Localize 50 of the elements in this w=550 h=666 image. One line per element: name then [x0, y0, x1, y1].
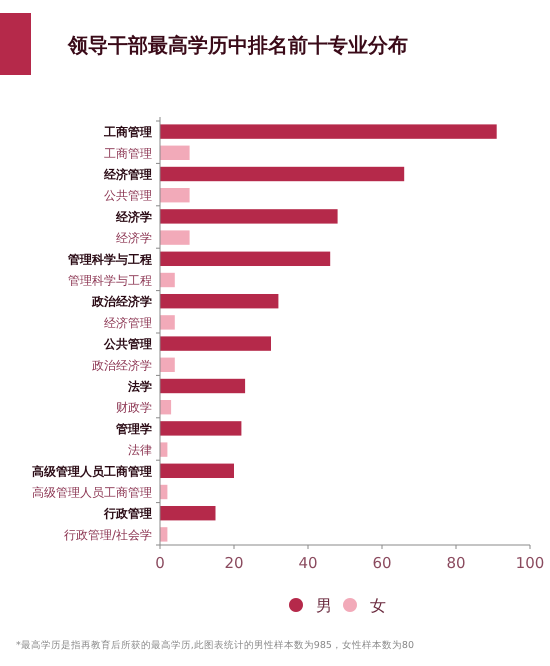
y-tick-label: 经济管理: [104, 316, 152, 330]
bar: [160, 484, 168, 500]
x-tick-label: 60: [372, 554, 392, 572]
bar: [160, 252, 330, 266]
y-tick-label: 高级管理人员工商管理: [32, 486, 152, 500]
y-tick-label: 经济管理: [103, 168, 152, 182]
x-tick-label: 0: [155, 554, 165, 572]
bar: [160, 464, 234, 478]
x-tick-label: 20: [224, 554, 244, 572]
y-tick-label: 政治经济学: [92, 358, 152, 372]
bar: [160, 124, 497, 139]
bar: [160, 315, 175, 330]
y-tick-label: 工商管理: [103, 125, 152, 140]
y-tick-label: 行政管理: [103, 506, 152, 521]
y-tick-label: 管理学: [115, 422, 152, 436]
y-tick-label: 高级管理人员工商管理: [32, 464, 152, 478]
y-tick-label: 工商管理: [104, 146, 152, 160]
bar: [160, 230, 190, 245]
y-tick-label: 管理科学与工程: [67, 252, 152, 266]
bar: [160, 166, 404, 182]
bar: [160, 400, 172, 414]
y-tick-label: 管理科学与工程: [68, 274, 152, 288]
bar: [160, 294, 278, 308]
x-tick-label: 40: [298, 554, 318, 572]
bar: [160, 421, 242, 436]
y-tick-label: 法学: [127, 380, 152, 394]
bar: [160, 146, 190, 160]
y-tick-label: 经济学: [116, 231, 152, 246]
y-tick-label: 公共管理: [103, 337, 152, 352]
y-tick-label: 法律: [128, 443, 152, 458]
x-tick-label: 100: [516, 554, 544, 572]
y-tick-label: 财政学: [116, 400, 152, 415]
legend-label: 女: [370, 596, 386, 615]
bar: [160, 442, 168, 457]
bar: [160, 527, 168, 542]
bar: [160, 188, 190, 202]
bar: [160, 378, 246, 394]
y-tick-label: 经济学: [115, 210, 152, 224]
bar: [160, 358, 175, 372]
x-tick-label: 80: [446, 554, 466, 572]
legend-label: 男: [316, 596, 332, 615]
bar: [160, 336, 271, 351]
bar: [160, 209, 338, 224]
y-tick-label: 政治经济学: [91, 294, 152, 309]
bar: [160, 272, 175, 288]
y-tick-label: 公共管理: [104, 188, 152, 203]
text: *最高学历是指再教育后所获的最高学历,此图表统计的男性样本数为985，女性样本数为80: [16, 639, 414, 651]
chart-title: 领导干部最高学历中排名前十专业分布: [67, 33, 408, 57]
bar: [160, 506, 216, 520]
y-tick-label: 行政管理/社会学: [64, 528, 152, 542]
